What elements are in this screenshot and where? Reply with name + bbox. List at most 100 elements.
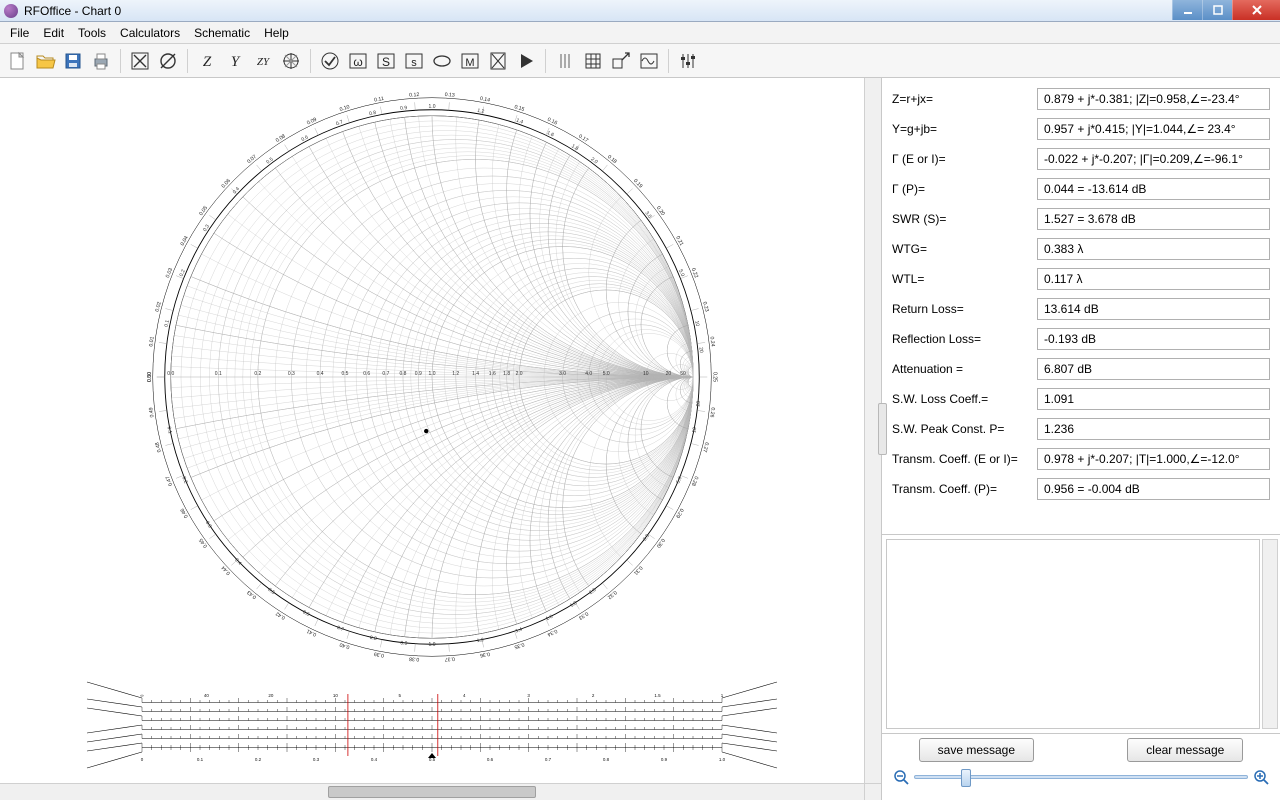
smith-chart[interactable]: 0.000.010.020.030.040.050.060.070.080.09… xyxy=(52,82,812,672)
toolbar-new-button[interactable] xyxy=(4,48,30,74)
toolbar-ZY-button[interactable]: ZY xyxy=(250,48,276,74)
property-value[interactable] xyxy=(1037,238,1270,260)
horizontal-scrollbar[interactable] xyxy=(0,783,864,800)
toolbar-play-button[interactable] xyxy=(513,48,539,74)
chart-pane: 0.000.010.020.030.040.050.060.070.080.09… xyxy=(0,78,882,800)
svg-text:0.12: 0.12 xyxy=(409,92,420,99)
svg-text:5.0: 5.0 xyxy=(603,371,610,377)
toolbar-Y-button[interactable]: Y xyxy=(222,48,248,74)
property-value[interactable] xyxy=(1037,178,1270,200)
property-label: Transm. Coeff. (E or I)= xyxy=(892,452,1037,466)
svg-text:0.7: 0.7 xyxy=(545,757,552,762)
svg-text:0.13: 0.13 xyxy=(444,92,455,99)
property-value[interactable] xyxy=(1037,418,1270,440)
svg-text:0.8: 0.8 xyxy=(399,371,406,377)
menu-file[interactable]: File xyxy=(4,24,35,42)
property-value[interactable] xyxy=(1037,478,1270,500)
svg-text:ZY: ZY xyxy=(257,56,271,68)
toolbar-S-lower-button[interactable]: s xyxy=(401,48,427,74)
zoom-slider-thumb[interactable] xyxy=(961,769,971,787)
zoom-in-icon[interactable] xyxy=(1252,768,1270,786)
svg-text:1.5: 1.5 xyxy=(654,693,661,698)
toolbar-arrow-box-button[interactable] xyxy=(608,48,634,74)
svg-text:∞: ∞ xyxy=(140,693,143,698)
button-row: save message clear message xyxy=(882,734,1280,800)
svg-text:0.0: 0.0 xyxy=(167,371,174,377)
toolbar-separator xyxy=(310,49,311,73)
property-row: S.W. Peak Const. P= xyxy=(892,414,1270,444)
menu-help[interactable]: Help xyxy=(258,24,295,42)
zoom-slider[interactable] xyxy=(914,775,1248,779)
save-message-button[interactable]: save message xyxy=(919,738,1034,762)
property-row: Attenuation = xyxy=(892,354,1270,384)
property-value[interactable] xyxy=(1037,208,1270,230)
window-close-button[interactable] xyxy=(1232,0,1280,20)
toolbar-separator xyxy=(668,49,669,73)
property-label: S.W. Loss Coeff.= xyxy=(892,392,1037,406)
property-value[interactable] xyxy=(1037,118,1270,140)
svg-text:0.9: 0.9 xyxy=(400,105,408,112)
scrollbar-thumb[interactable] xyxy=(328,786,535,798)
window-minimize-button[interactable] xyxy=(1172,0,1202,20)
toolbar-compass-button[interactable] xyxy=(278,48,304,74)
svg-text:M: M xyxy=(465,57,474,69)
toolbar-bowtie-button[interactable] xyxy=(127,48,153,74)
message-textarea[interactable] xyxy=(886,539,1260,729)
property-value[interactable] xyxy=(1037,358,1270,380)
property-row: Return Loss= xyxy=(892,294,1270,324)
menu-schematic[interactable]: Schematic xyxy=(188,24,256,42)
svg-text:1.8: 1.8 xyxy=(503,371,510,377)
toolbar-Z-button[interactable]: Z xyxy=(194,48,220,74)
property-row: Γ (E or I)= xyxy=(892,144,1270,174)
menu-tools[interactable]: Tools xyxy=(72,24,112,42)
svg-text:1.0: 1.0 xyxy=(429,104,436,110)
property-value[interactable] xyxy=(1037,328,1270,350)
toolbar-bars-v-button[interactable] xyxy=(552,48,578,74)
toolbar-M-box-button[interactable]: M xyxy=(457,48,483,74)
toolbar-print-button[interactable] xyxy=(88,48,114,74)
menu-edit[interactable]: Edit xyxy=(37,24,70,42)
svg-text:0.2: 0.2 xyxy=(255,757,262,762)
window-maximize-button[interactable] xyxy=(1202,0,1232,20)
property-value[interactable] xyxy=(1037,448,1270,470)
svg-text:1.4: 1.4 xyxy=(472,371,479,377)
svg-text:10: 10 xyxy=(643,371,649,377)
svg-text:0.9: 0.9 xyxy=(400,640,408,647)
svg-text:0.7: 0.7 xyxy=(382,371,389,377)
toolbar-hourglass-button[interactable] xyxy=(485,48,511,74)
toolbar-omega-box-button[interactable]: ω xyxy=(345,48,371,74)
svg-text:Y: Y xyxy=(231,54,241,70)
toolbar-wave-box-button[interactable] xyxy=(636,48,662,74)
radial-scales[interactable]: ∞40201054321.5100.10.20.30.40.50.60.70.8… xyxy=(52,678,812,783)
property-value[interactable] xyxy=(1037,388,1270,410)
toolbar-separator xyxy=(187,49,188,73)
svg-text:0.1: 0.1 xyxy=(215,371,222,377)
toolbar-save-button[interactable] xyxy=(60,48,86,74)
svg-text:0.26: 0.26 xyxy=(708,407,715,418)
menubar: File Edit Tools Calculators Schematic He… xyxy=(0,22,1280,44)
menu-calculators[interactable]: Calculators xyxy=(114,24,186,42)
property-row: WTG= xyxy=(892,234,1270,264)
svg-text:2.0: 2.0 xyxy=(516,371,523,377)
toolbar-open-button[interactable] xyxy=(32,48,58,74)
toolbar-ellipse-button[interactable] xyxy=(429,48,455,74)
toolbar-grid-button[interactable] xyxy=(580,48,606,74)
scrollbar-corner xyxy=(864,783,881,800)
toolbar: ZYZYωSsM xyxy=(0,44,1280,78)
property-label: WTL= xyxy=(892,272,1037,286)
property-value[interactable] xyxy=(1037,88,1270,110)
clear-message-button[interactable]: clear message xyxy=(1127,738,1243,762)
toolbar-slash-circle-button[interactable] xyxy=(155,48,181,74)
toolbar-sliders-button[interactable] xyxy=(675,48,701,74)
svg-text:0.37: 0.37 xyxy=(444,655,455,662)
message-scrollbar[interactable] xyxy=(1262,539,1278,729)
svg-text:50: 50 xyxy=(680,371,686,377)
svg-text:0.6: 0.6 xyxy=(487,757,494,762)
property-value[interactable] xyxy=(1037,148,1270,170)
zoom-out-icon[interactable] xyxy=(892,768,910,786)
property-value[interactable] xyxy=(1037,268,1270,290)
toolbar-S-upper-button[interactable]: S xyxy=(373,48,399,74)
property-value[interactable] xyxy=(1037,298,1270,320)
toolbar-check-button[interactable] xyxy=(317,48,343,74)
svg-text:s: s xyxy=(411,57,417,69)
